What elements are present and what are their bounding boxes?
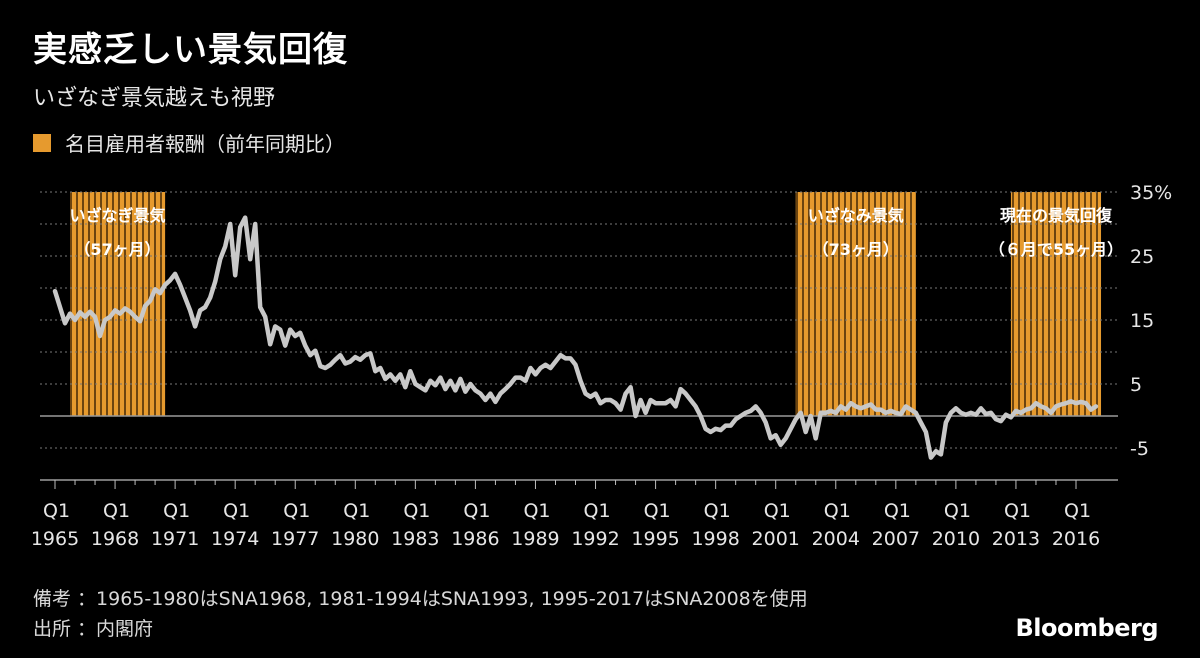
y-tick-label: 5	[1130, 374, 1142, 396]
x-tick-label-quarter: Q1	[884, 500, 911, 522]
y-tick-label: 15	[1130, 310, 1154, 332]
x-tick-label-quarter: Q1	[343, 500, 370, 522]
x-tick-label-year: 1980	[331, 528, 379, 550]
footnote-remarks: 備考 ：1965-1980はSNA1968, 1981-1994はSNA1993…	[33, 588, 808, 610]
legend-swatch	[33, 133, 51, 152]
x-tick-label-year: 2007	[872, 528, 920, 550]
x-tick-label-quarter: Q1	[163, 500, 190, 522]
x-tick-label-year: 1992	[571, 528, 619, 550]
period-band-1	[795, 192, 916, 416]
x-tick-label-quarter: Q1	[1064, 500, 1091, 522]
x-tick-label-quarter: Q1	[824, 500, 851, 522]
x-tick-label-year: 1995	[631, 528, 679, 550]
x-tick-label-quarter: Q1	[1004, 500, 1031, 522]
x-axis: Q1 1965 Q1 1968 Q1 1971 Q1 1974 Q1 1977 Q1 1980 Q1 19…	[31, 479, 1118, 550]
x-tick-label-year: 1968	[91, 528, 139, 550]
x-tick-label-year: 1983	[391, 528, 439, 550]
period-band-0	[70, 192, 166, 416]
series	[52, 215, 1099, 460]
period-label-name: いざなぎ景気	[70, 206, 166, 225]
x-tick-label-year: 1965	[31, 528, 79, 550]
x-tick-label-quarter: Q1	[704, 500, 731, 522]
x-tick-label-quarter: Q1	[644, 500, 671, 522]
x-tick-label-year: 1977	[271, 528, 319, 550]
x-tick-label-year: 2004	[812, 528, 860, 550]
x-tick-label-quarter: Q1	[403, 500, 430, 522]
x-tick-label-year: 1998	[691, 528, 739, 550]
period-label-duration: （57ヶ月）	[74, 240, 160, 259]
y-tick-labels: 35% 25 15 5 -5	[1130, 182, 1172, 460]
chart-subtitle: いざなぎ景気越えも視野	[33, 86, 276, 111]
footnote-source: 出所 ：内閣府	[33, 618, 154, 640]
x-tick-label-year: 2010	[932, 528, 980, 550]
chart-title: 実感乏しい景気回復	[33, 30, 348, 70]
x-tick-label-quarter: Q1	[223, 500, 250, 522]
gridlines	[40, 191, 1118, 449]
period-labels: いざなぎ景気 （57ヶ月） いざなみ景気 （73ヶ月） 現在の景気回復 （６月で55ヶ月）	[70, 206, 1124, 259]
x-tick-label-year: 2001	[752, 528, 800, 550]
period-label-duration: （６月で55ヶ月）	[989, 240, 1123, 259]
period-label-duration: （73ヶ月）	[813, 240, 899, 259]
x-tick-label-quarter: Q1	[463, 500, 490, 522]
series-line	[52, 215, 1099, 460]
x-tick-label-year: 2013	[992, 528, 1040, 550]
period-bands	[70, 192, 1102, 416]
period-label-name: いざなみ景気	[808, 206, 904, 225]
x-tick-label-year: 1974	[211, 528, 259, 550]
x-tick-label-quarter: Q1	[944, 500, 971, 522]
legend: 名目雇用者報酬（前年同期比）	[33, 128, 345, 157]
period-band-2	[1010, 192, 1102, 416]
x-tick-label-year: 2016	[1052, 528, 1100, 550]
x-tick-label-quarter: Q1	[764, 500, 791, 522]
legend-label: 名目雇用者報酬（前年同期比）	[65, 132, 345, 156]
y-tick-label: -5	[1130, 438, 1149, 460]
x-tick-label-quarter: Q1	[584, 500, 611, 522]
x-tick-label-quarter: Q1	[43, 500, 70, 522]
y-tick-label: 35%	[1130, 182, 1172, 204]
x-tick-label-quarter: Q1	[283, 500, 310, 522]
x-tick-label-year: 1971	[151, 528, 199, 550]
bloomberg-logo: Bloomberg	[1015, 614, 1159, 642]
x-tick-label-year: 1986	[451, 528, 499, 550]
x-tick-label-quarter: Q1	[523, 500, 550, 522]
y-tick-label: 25	[1130, 246, 1154, 268]
period-label-name: 現在の景気回復	[1000, 206, 1113, 225]
x-tick-label-year: 1989	[511, 528, 559, 550]
x-tick-label-quarter: Q1	[103, 500, 130, 522]
